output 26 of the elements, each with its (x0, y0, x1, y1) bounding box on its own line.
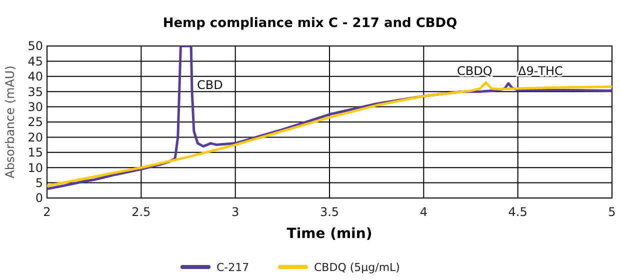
y-tick-label: 0 (35, 191, 43, 206)
x-tick-label: 2 (43, 205, 51, 219)
chart-title: Hemp compliance mix C - 217 and CBDQ (162, 16, 458, 31)
x-tick-label: 2.5 (132, 205, 151, 219)
y-tick-label: 40 (28, 70, 43, 84)
y-tick-label: 15 (28, 146, 43, 160)
legend-label: C-217 (216, 260, 250, 274)
y-axis-title: Absorbance (mAU) (3, 66, 17, 178)
y-tick-label: 10 (28, 160, 43, 175)
annotation: CBD (197, 78, 223, 92)
x-tick-label: 4.5 (508, 205, 528, 219)
x-tick-label: 3 (232, 205, 240, 219)
x-tick-label: 4 (420, 205, 428, 219)
annotation: CBDQ (457, 64, 492, 78)
legend-label: CBDQ (5µg/mL) (314, 260, 400, 274)
y-tick-label: 45 (28, 54, 43, 68)
x-tick-label: 3.5 (320, 205, 340, 219)
y-tick-label: 30 (28, 100, 43, 114)
line-series (47, 81, 612, 188)
x-axis-title: Time (min) (286, 226, 372, 242)
y-tick-label: 35 (28, 84, 43, 99)
y-tick-label: 20 (28, 130, 43, 144)
y-tick-label: 50 (28, 39, 43, 54)
y-tick-label: 25 (28, 115, 43, 130)
y-tick-label: 5 (35, 176, 43, 190)
x-tick-label: 5 (608, 205, 616, 219)
